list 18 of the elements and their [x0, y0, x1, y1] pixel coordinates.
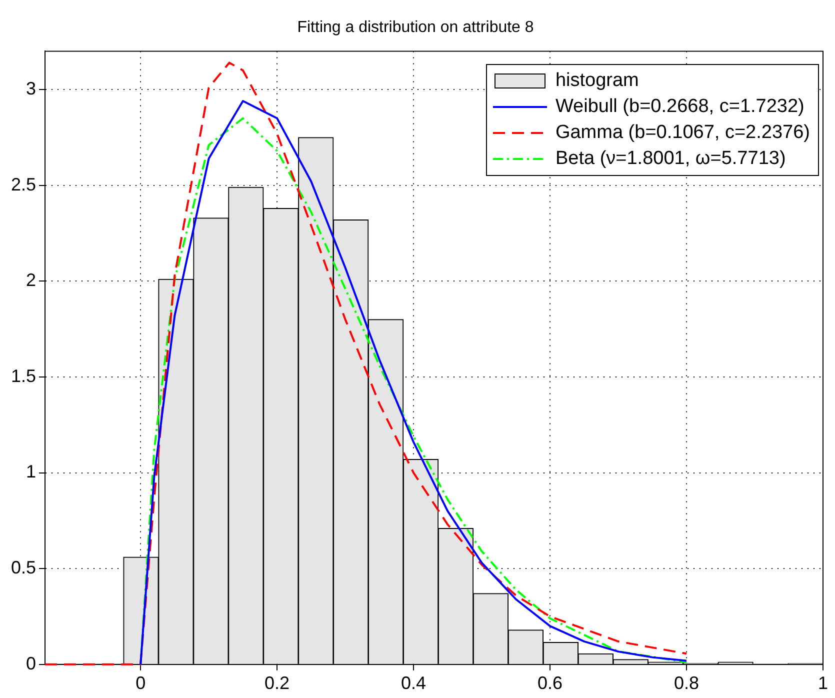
x-tick-label: 0.8 [674, 673, 700, 694]
x-tick-label: 0 [136, 673, 146, 694]
legend-label: Gamma (b=0.1067, c=2.2376) [555, 121, 810, 145]
legend-label: histogram [555, 69, 639, 93]
y-tick-label: 3 [26, 78, 36, 98]
y-tick-label: 1 [26, 462, 36, 482]
x-tick-label: 0.4 [401, 673, 426, 694]
chart-title: Fitting a distribution on attribute 8 [297, 19, 534, 36]
legend-label: Weibull (b=0.2668, c=1.7232) [555, 95, 804, 119]
y-tick-label: 0 [26, 653, 36, 674]
y-tick-label: 1.5 [10, 366, 36, 386]
x-tick-label: 0.6 [538, 673, 563, 694]
legend-label: Beta (ν=1.8001, ω=5.7713) [555, 147, 786, 171]
y-tick-label: 2 [26, 270, 36, 290]
x-tick-label: 1 [818, 673, 828, 694]
x-tick-label: 0.2 [264, 673, 290, 694]
y-tick-label: 2.5 [10, 174, 36, 194]
y-tick-label: 0.5 [10, 558, 36, 578]
